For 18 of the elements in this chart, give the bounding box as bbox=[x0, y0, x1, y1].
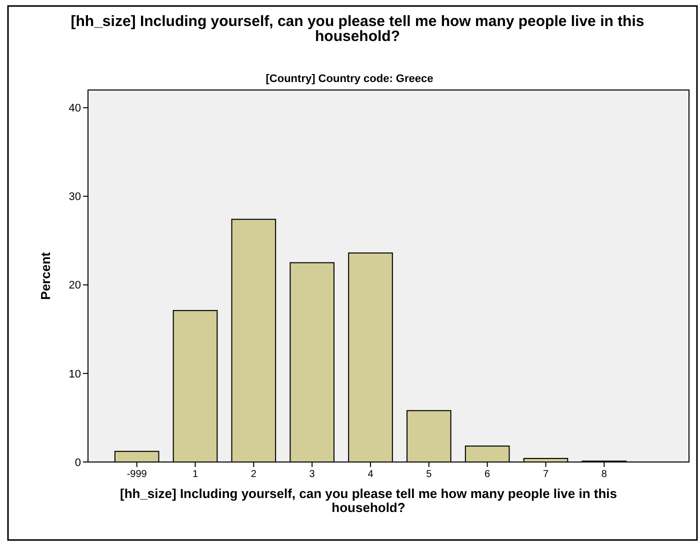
chart-subtitle: [Country] Country code: Greece bbox=[266, 73, 434, 85]
x-tick-label: 3 bbox=[309, 469, 316, 480]
y-tick-label: 0 bbox=[74, 456, 81, 469]
x-tick-label: 2 bbox=[250, 469, 257, 480]
chart-title: [hh_size] Including yourself, can you please tell me how many people live in this household? bbox=[70, 13, 644, 45]
x-tick-label: 4 bbox=[368, 469, 374, 480]
x-axis-title: [hh_size] Including yourself, can you please tell me how many people live in this household? bbox=[120, 486, 618, 515]
x-tick-label: 5 bbox=[426, 469, 432, 480]
y-tick-label: 40 bbox=[68, 102, 81, 115]
y-tick-label: 20 bbox=[68, 280, 81, 292]
y-tick-label: 30 bbox=[68, 191, 81, 204]
x-tick-label: -999 bbox=[126, 469, 148, 480]
x-tick-label: 7 bbox=[542, 469, 549, 480]
x-tick-label: 1 bbox=[192, 469, 198, 480]
y-tick-label: 10 bbox=[68, 368, 81, 380]
x-tick-label: 6 bbox=[484, 469, 491, 480]
y-axis-title: Percent bbox=[38, 251, 53, 300]
x-tick-label: 8 bbox=[601, 469, 608, 480]
